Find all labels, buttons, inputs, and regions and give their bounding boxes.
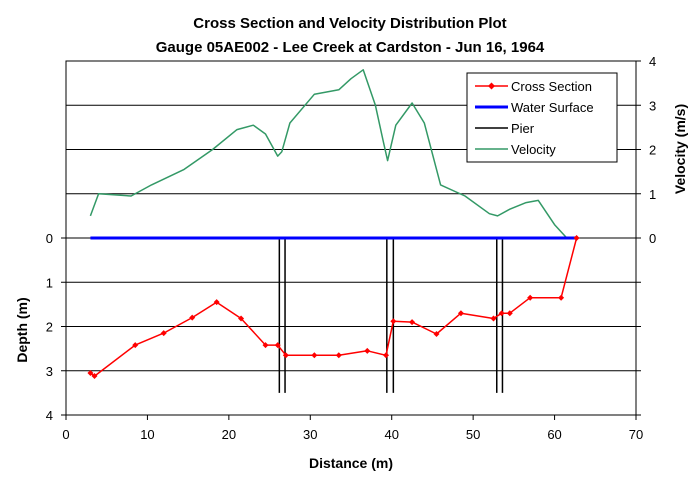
y-axis-label-right: Velocity (m/s) xyxy=(672,104,688,194)
x-tick-label: 70 xyxy=(629,427,643,442)
x-tick-label: 10 xyxy=(140,427,154,442)
velocity-tick-label: 1 xyxy=(649,187,656,202)
cross-section-line xyxy=(89,237,578,377)
legend-item-velocity: Velocity xyxy=(475,142,556,157)
legend-item-cross-section: Cross Section xyxy=(475,79,592,94)
cross-section-point xyxy=(383,352,390,359)
cross-section-point xyxy=(527,294,534,301)
cross-section-point xyxy=(213,299,220,306)
cross-section-point xyxy=(390,318,397,325)
legend-label-water-surface: Water Surface xyxy=(511,100,594,115)
legend-label-velocity: Velocity xyxy=(511,142,556,157)
x-tick-label: 50 xyxy=(466,427,480,442)
cross-section-point xyxy=(160,330,167,337)
cross-section-point xyxy=(558,294,565,301)
legend: Cross Section Water Surface Pier Velocit… xyxy=(466,72,618,163)
x-tick-label: 0 xyxy=(62,427,69,442)
x-tick-label: 40 xyxy=(384,427,398,442)
velocity-tick-label: 0 xyxy=(649,231,656,246)
cross-section-point xyxy=(311,352,318,359)
cross-section-point xyxy=(364,347,371,354)
depth-tick-label: 0 xyxy=(46,231,53,246)
y-axis-label-left: Depth (m) xyxy=(14,297,30,362)
cross-section-point xyxy=(132,342,139,349)
cross-section-point xyxy=(498,310,505,317)
cross-section-point xyxy=(262,342,269,349)
velocity-tick-label: 4 xyxy=(649,54,656,69)
depth-tick-label: 2 xyxy=(46,320,53,335)
cross-section-point xyxy=(91,373,98,380)
plot-series xyxy=(87,69,580,393)
legend-item-pier: Pier xyxy=(475,121,535,136)
cross-section-point xyxy=(506,310,513,317)
cross-section-point xyxy=(409,319,416,326)
x-tick-label: 20 xyxy=(222,427,236,442)
depth-tick-label: 1 xyxy=(46,275,53,290)
velocity-line xyxy=(89,69,568,239)
x-axis-label: Distance (m) xyxy=(309,455,393,471)
depth-tick-label: 3 xyxy=(46,364,53,379)
cross-section-point xyxy=(282,352,289,359)
legend-item-water-surface: Water Surface xyxy=(475,100,594,115)
cross-section-point xyxy=(433,331,440,338)
cross-section-point xyxy=(457,310,464,317)
x-tick-label: 60 xyxy=(547,427,561,442)
legend-label-pier: Pier xyxy=(511,121,535,136)
velocity-tick-label: 2 xyxy=(649,143,656,158)
velocity-tick-label: 3 xyxy=(649,98,656,113)
legend-label-cross-section: Cross Section xyxy=(511,79,592,94)
cross-section-point xyxy=(335,352,342,359)
cross-section-point xyxy=(274,342,281,349)
chart-title: Cross Section and Velocity Distribution … xyxy=(193,15,506,32)
x-tick-label: 30 xyxy=(303,427,317,442)
cross-section-point xyxy=(490,315,497,322)
chart-subtitle: Gauge 05AE002 - Lee Creek at Cardston - … xyxy=(156,39,545,56)
cross-section-point xyxy=(238,315,245,322)
depth-tick-label: 4 xyxy=(46,408,53,423)
cross-section-point xyxy=(189,314,196,321)
cross-section-point xyxy=(573,235,580,241)
cross-section-point xyxy=(87,369,94,376)
